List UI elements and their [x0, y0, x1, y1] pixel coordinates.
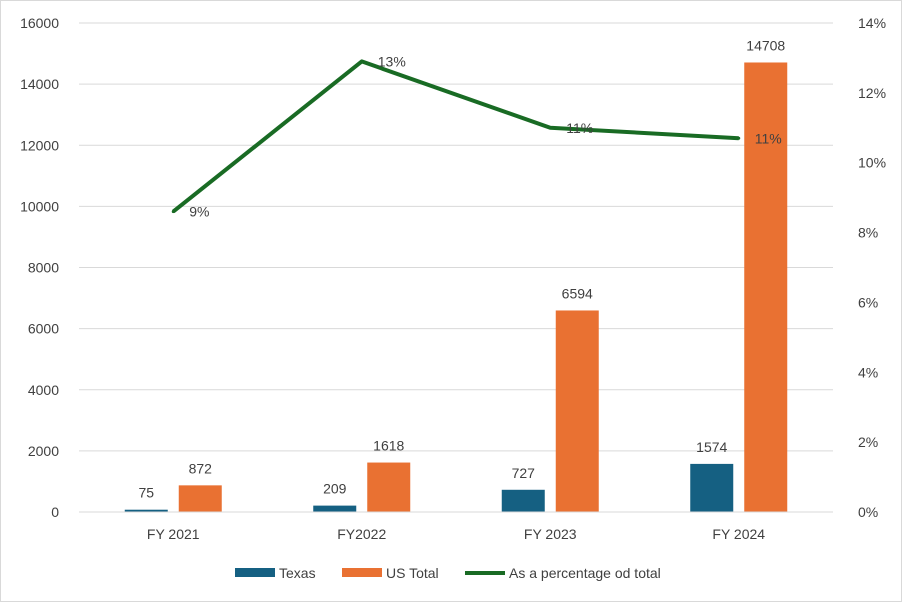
- legend: Texas US Total As a percentage od total: [235, 565, 661, 581]
- bar-data-label: 727: [512, 465, 536, 481]
- x-tick-label: FY 2024: [712, 526, 765, 542]
- x-tick-label: FY 2023: [524, 526, 577, 542]
- right-tick-label: 0%: [858, 504, 878, 520]
- percentage-data-label: 13%: [378, 53, 406, 69]
- bar-us-total: [555, 310, 599, 512]
- bar-data-label: 209: [323, 481, 347, 497]
- percentage-line-path: [172, 59, 739, 214]
- bar-texas: [690, 463, 734, 512]
- left-tick-label: 8000: [28, 260, 59, 276]
- percentage-point: [548, 126, 552, 130]
- right-axis: 0% 2% 4% 6% 8% 10% 12% 14%: [858, 15, 886, 520]
- legend-swatch: [235, 568, 275, 577]
- percentage-point: [737, 136, 741, 140]
- bars: 75 872 209 1618 727 6594 1574 14708: [124, 37, 788, 512]
- percentage-data-label: 11%: [566, 120, 593, 136]
- bar-us-total: [367, 462, 411, 512]
- x-tick-label: FY 2021: [147, 526, 200, 542]
- left-tick-label: 10000: [20, 198, 59, 214]
- bar-data-label: 1618: [373, 438, 404, 454]
- legend-label: US Total: [386, 565, 439, 581]
- legend-label: Texas: [279, 565, 316, 581]
- bar-data-label: 872: [189, 460, 213, 476]
- legend-swatch: [342, 568, 382, 577]
- left-tick-label: 6000: [28, 321, 59, 337]
- bar-texas: [501, 489, 545, 512]
- bar-us-total: [178, 485, 222, 512]
- left-tick-label: 4000: [28, 382, 59, 398]
- bar-us-total: [744, 62, 788, 512]
- x-axis: FY 2021 FY2022 FY 2023 FY 2024: [79, 511, 833, 542]
- bar-texas: [313, 505, 357, 512]
- left-tick-label: 12000: [20, 137, 59, 153]
- left-tick-label: 14000: [20, 76, 59, 92]
- percentage-data-label: 11%: [755, 130, 782, 146]
- percentage-point: [360, 59, 364, 63]
- bar-data-label: 6594: [562, 285, 593, 301]
- left-tick-label: 16000: [20, 15, 59, 31]
- right-tick-label: 12%: [858, 85, 886, 101]
- legend-label: As a percentage od total: [509, 565, 661, 581]
- right-tick-label: 14%: [858, 15, 886, 31]
- bar-data-label: 1574: [696, 439, 727, 455]
- left-tick-label: 0: [51, 504, 59, 520]
- right-tick-label: 6%: [858, 294, 878, 310]
- percentage-point: [171, 210, 175, 214]
- right-tick-label: 10%: [858, 155, 886, 171]
- bar-data-label: 75: [138, 485, 154, 501]
- percentage-line: 9% 13% 11% 11%: [171, 53, 782, 220]
- right-tick-label: 4%: [858, 364, 878, 380]
- right-tick-label: 8%: [858, 225, 878, 241]
- x-tick-label: FY2022: [337, 526, 386, 542]
- bar-texas: [124, 509, 168, 512]
- right-tick-label: 2%: [858, 434, 878, 450]
- bar-data-label: 14708: [746, 37, 785, 53]
- gridlines: [79, 22, 833, 452]
- percentage-data-label: 9%: [189, 204, 209, 220]
- left-tick-label: 2000: [28, 443, 59, 459]
- left-axis: 0 2000 4000 6000 8000 10000 12000 14000 16000: [20, 15, 59, 520]
